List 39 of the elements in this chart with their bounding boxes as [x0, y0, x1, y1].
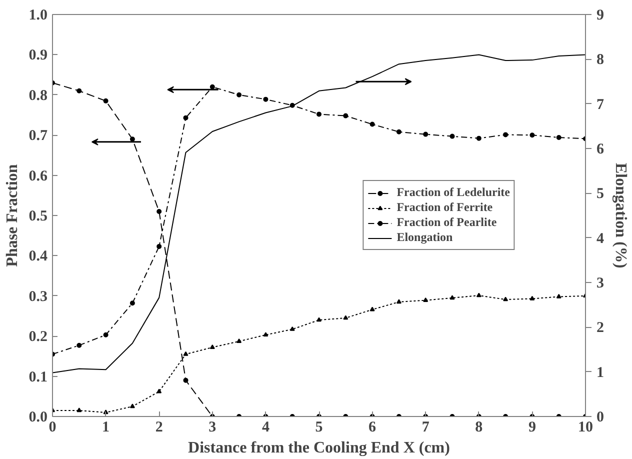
y-tick-label: 0.3: [28, 288, 48, 305]
y-axis-title: Phase Fraction: [4, 164, 21, 267]
y-tick-label: 0.4: [28, 248, 48, 265]
y-tick-label: 1.0: [28, 8, 48, 24]
x-tick-label: 2: [155, 420, 163, 436]
x-tick-label: 1: [102, 420, 110, 436]
legend-label: Fraction of Ferrite: [396, 200, 493, 215]
y2-tick-label: 4: [596, 230, 604, 247]
x-tick-label: 7: [422, 420, 430, 436]
y2-tick-label: 6: [596, 142, 604, 158]
y-tick-label: 0.5: [28, 208, 48, 224]
y-tick-label: 0.9: [28, 48, 48, 64]
x-tick-label: 8: [475, 420, 483, 436]
y2-axis-title: Elongation (%): [612, 162, 629, 268]
y2-tick-label: 2: [596, 320, 604, 336]
y-tick-label: 0.0: [28, 410, 48, 426]
y-tick-label: 0.7: [28, 128, 48, 144]
x-tick-label: 3: [208, 420, 216, 436]
y-tick-label: 0.6: [28, 168, 48, 184]
legend-label: Fraction of Ledelurite: [396, 185, 510, 200]
y-tick-label: 0.8: [28, 88, 48, 104]
y2-tick-label: 5: [596, 186, 604, 202]
y2-tick-label: 7: [596, 96, 604, 113]
x-tick-label: 10: [578, 420, 593, 436]
y-tick-label: 0.2: [28, 329, 48, 346]
x-tick-label: 4: [262, 420, 270, 436]
x-tick-label: 6: [368, 420, 377, 436]
y2-tick-label: 3: [596, 276, 604, 292]
legend-label: Fraction of Pearlite: [396, 215, 497, 230]
y-tick-label: 0.1: [28, 369, 48, 386]
y2-tick-label: 0: [596, 410, 604, 426]
y2-tick-label: 8: [596, 52, 604, 68]
x-axis-title: Distance from the Cooling End X (cm): [188, 440, 450, 456]
legend-label: Elongation: [396, 230, 453, 245]
x-tick-label: 5: [315, 420, 323, 436]
y2-tick-label: 1: [596, 364, 604, 381]
x-tick-label: 0: [48, 420, 56, 436]
x-tick-label: 9: [528, 420, 536, 436]
y2-tick-label: 9: [596, 8, 604, 24]
